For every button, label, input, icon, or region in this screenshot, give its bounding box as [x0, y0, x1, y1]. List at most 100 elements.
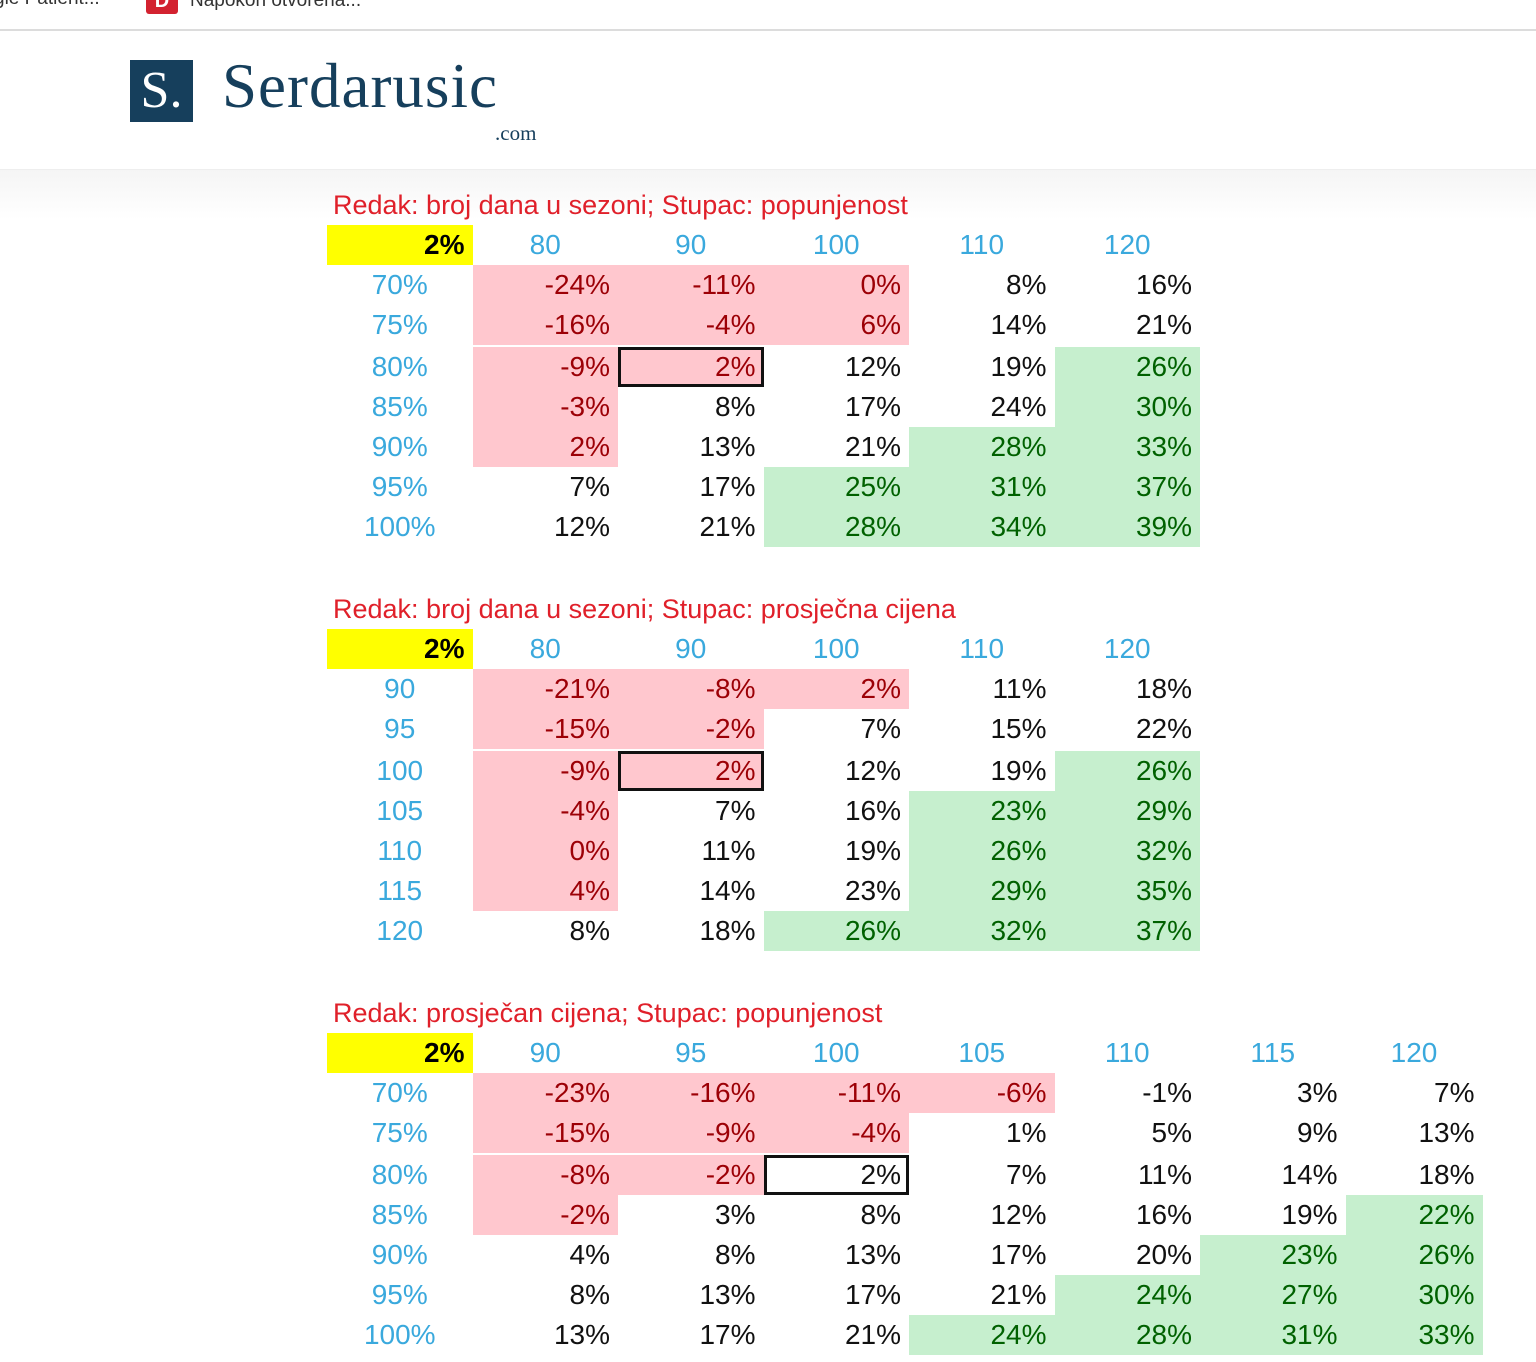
table-cell[interactable]: 13%	[553, 1319, 610, 1350]
table-cell[interactable]: 18%	[1418, 1159, 1475, 1190]
table-cell[interactable]: -11%	[763, 1073, 909, 1113]
table-cell[interactable]: -1%	[1142, 1077, 1192, 1108]
table-cell[interactable]: 7%	[1006, 1159, 1047, 1190]
table-cell[interactable]: 21%	[844, 1319, 901, 1350]
table-cell[interactable]: 13%	[1418, 1117, 1475, 1148]
table-cell[interactable]: 25%	[763, 467, 909, 507]
table-cell[interactable]: 12%	[553, 511, 610, 542]
table-cell[interactable]: 8%	[715, 391, 756, 422]
table-cell[interactable]: 5%	[1151, 1117, 1192, 1148]
table-cell[interactable]: 17%	[844, 391, 901, 422]
table-cell[interactable]: 8%	[860, 1199, 901, 1230]
table-cell[interactable]: 15%	[990, 713, 1047, 744]
table-cell[interactable]: 3%	[1297, 1077, 1338, 1108]
table-cell[interactable]: 18%	[699, 915, 756, 946]
table-cell[interactable]: 19%	[1281, 1199, 1338, 1230]
table-cell[interactable]: -2%	[472, 1195, 618, 1235]
table-cell[interactable]: 28%	[1054, 1315, 1200, 1355]
table-cell[interactable]: 16%	[1135, 269, 1192, 300]
table-cell[interactable]: 28%	[909, 427, 1055, 467]
site-name[interactable]: Serdarusic	[222, 51, 498, 121]
table-cell[interactable]: 29%	[1054, 791, 1200, 831]
table-cell[interactable]: 7%	[569, 471, 610, 502]
table-cell[interactable]: 18%	[1135, 673, 1192, 704]
table-cell[interactable]: 26%	[1054, 347, 1200, 387]
table-cell[interactable]: 13%	[844, 1239, 901, 1270]
table-cell[interactable]: 32%	[1054, 831, 1200, 871]
table-cell[interactable]: 1%	[1006, 1117, 1047, 1148]
bookmark-item[interactable]: gle Patient...	[0, 0, 100, 10]
table-cell[interactable]: -9%	[618, 1113, 764, 1153]
table-cell[interactable]: 19%	[990, 755, 1047, 786]
table-cell[interactable]: 12%	[844, 755, 901, 786]
table-cell[interactable]: 31%	[909, 467, 1055, 507]
table-cell[interactable]: -23%	[472, 1073, 618, 1113]
corner-value[interactable]: 2%	[327, 1033, 473, 1073]
site-logo-icon[interactable]: S.	[130, 60, 193, 122]
table-cell[interactable]: 26%	[909, 831, 1055, 871]
table-cell[interactable]: 21%	[990, 1279, 1047, 1310]
table-cell[interactable]: -24%	[472, 265, 618, 305]
table-cell[interactable]: 26%	[1345, 1235, 1483, 1275]
table-cell[interactable]: -8%	[472, 1155, 618, 1195]
table-cell[interactable]: 2%	[763, 669, 909, 709]
table-cell[interactable]: 17%	[990, 1239, 1047, 1270]
table-cell[interactable]: 14%	[699, 875, 756, 906]
table-cell[interactable]: -11%	[618, 265, 764, 305]
table-cell[interactable]: 24%	[909, 1315, 1055, 1355]
table-cell[interactable]: 4%	[569, 1239, 610, 1270]
table-cell[interactable]: 14%	[1281, 1159, 1338, 1190]
table-cell[interactable]: 16%	[1135, 1199, 1192, 1230]
table-cell[interactable]: 11%	[992, 673, 1047, 704]
table-cell[interactable]: 3%	[715, 1199, 756, 1230]
table-cell[interactable]: 2%	[763, 1155, 909, 1195]
table-cell[interactable]: -3%	[472, 387, 618, 427]
table-cell[interactable]: 28%	[763, 507, 909, 547]
table-cell[interactable]: -4%	[763, 1113, 909, 1153]
table-cell[interactable]: -2%	[618, 1155, 764, 1195]
table-cell[interactable]: 30%	[1345, 1275, 1483, 1315]
table-cell[interactable]: 22%	[1135, 713, 1192, 744]
table-cell[interactable]: 26%	[763, 911, 909, 951]
table-cell[interactable]: 31%	[1200, 1315, 1346, 1355]
table-cell[interactable]: 37%	[1054, 911, 1200, 951]
table-cell[interactable]: -4%	[618, 305, 764, 345]
table-cell[interactable]: 24%	[1054, 1275, 1200, 1315]
table-cell[interactable]: 14%	[990, 309, 1047, 340]
table-cell[interactable]: 7%	[860, 713, 901, 744]
table-cell[interactable]: 33%	[1345, 1315, 1483, 1355]
table-cell[interactable]: 0%	[472, 831, 618, 871]
table-cell[interactable]: 27%	[1200, 1275, 1346, 1315]
table-cell[interactable]: 16%	[844, 795, 901, 826]
table-cell[interactable]: 6%	[763, 305, 909, 345]
table-cell[interactable]: 20%	[1135, 1239, 1192, 1270]
table-cell[interactable]: 8%	[569, 915, 610, 946]
table-cell[interactable]: 7%	[1434, 1077, 1475, 1108]
table-cell[interactable]: -15%	[472, 1113, 618, 1153]
table-cell[interactable]: -15%	[472, 709, 618, 749]
table-cell[interactable]: 0%	[763, 265, 909, 305]
table-cell[interactable]: 33%	[1054, 427, 1200, 467]
table-cell[interactable]: 19%	[844, 835, 901, 866]
table-cell[interactable]: 2%	[472, 427, 618, 467]
table-cell[interactable]: 37%	[1054, 467, 1200, 507]
table-cell[interactable]: -6%	[909, 1073, 1055, 1113]
table-cell[interactable]: 17%	[844, 1279, 901, 1310]
table-cell[interactable]: 22%	[1345, 1195, 1483, 1235]
table-cell[interactable]: 32%	[909, 911, 1055, 951]
table-cell[interactable]: 30%	[1054, 387, 1200, 427]
bookmark-item[interactable]: D Napokon otvorena...	[146, 0, 361, 14]
table-cell[interactable]: 26%	[1054, 751, 1200, 791]
table-cell[interactable]: 24%	[990, 391, 1047, 422]
table-cell[interactable]: 17%	[699, 471, 756, 502]
corner-value[interactable]: 2%	[327, 225, 473, 265]
table-cell[interactable]: 12%	[990, 1199, 1047, 1230]
table-cell[interactable]: 4%	[472, 871, 618, 911]
table-cell[interactable]: 19%	[990, 351, 1047, 382]
table-cell[interactable]: 2%	[618, 347, 764, 387]
corner-value[interactable]: 2%	[327, 629, 473, 669]
table-cell[interactable]: -16%	[472, 305, 618, 345]
table-cell[interactable]: -2%	[618, 709, 764, 749]
table-cell[interactable]: 39%	[1054, 507, 1200, 547]
table-cell[interactable]: -4%	[472, 791, 618, 831]
